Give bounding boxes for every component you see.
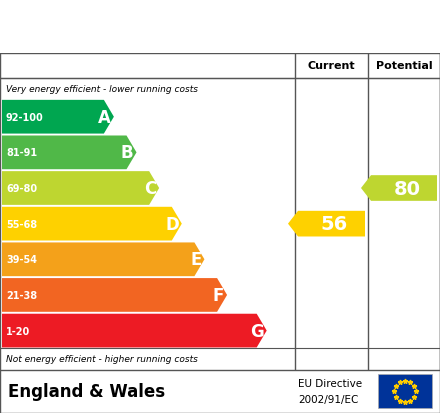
Text: A: A	[98, 109, 111, 126]
Text: 92-100: 92-100	[6, 112, 44, 122]
Text: Current: Current	[308, 61, 356, 71]
Text: 80: 80	[393, 179, 421, 198]
Polygon shape	[2, 278, 227, 312]
Text: E: E	[190, 251, 202, 268]
Text: 39-54: 39-54	[6, 255, 37, 265]
Text: 21-38: 21-38	[6, 290, 37, 300]
Polygon shape	[2, 136, 136, 170]
Text: 69-80: 69-80	[6, 183, 37, 194]
Text: D: D	[165, 215, 179, 233]
Text: F: F	[213, 286, 224, 304]
Polygon shape	[2, 243, 205, 276]
Text: Energy Efficiency Rating: Energy Efficiency Rating	[11, 17, 299, 37]
Text: EU Directive: EU Directive	[298, 378, 362, 388]
Text: 55-68: 55-68	[6, 219, 37, 229]
Polygon shape	[2, 314, 267, 348]
Text: 56: 56	[321, 215, 348, 234]
Polygon shape	[288, 211, 365, 237]
Text: Very energy efficient - lower running costs: Very energy efficient - lower running co…	[6, 85, 198, 94]
Polygon shape	[2, 101, 114, 134]
Text: 1-20: 1-20	[6, 326, 30, 336]
Text: Not energy efficient - higher running costs: Not energy efficient - higher running co…	[6, 355, 198, 363]
Polygon shape	[361, 176, 437, 202]
Polygon shape	[2, 172, 159, 205]
Text: Potential: Potential	[376, 61, 433, 71]
Bar	[378, 375, 432, 408]
Text: B: B	[121, 144, 133, 162]
Text: C: C	[144, 180, 156, 197]
Polygon shape	[2, 207, 182, 241]
Text: 2002/91/EC: 2002/91/EC	[298, 394, 358, 404]
Text: England & Wales: England & Wales	[8, 382, 165, 400]
Text: G: G	[250, 322, 264, 340]
Text: 81-91: 81-91	[6, 148, 37, 158]
